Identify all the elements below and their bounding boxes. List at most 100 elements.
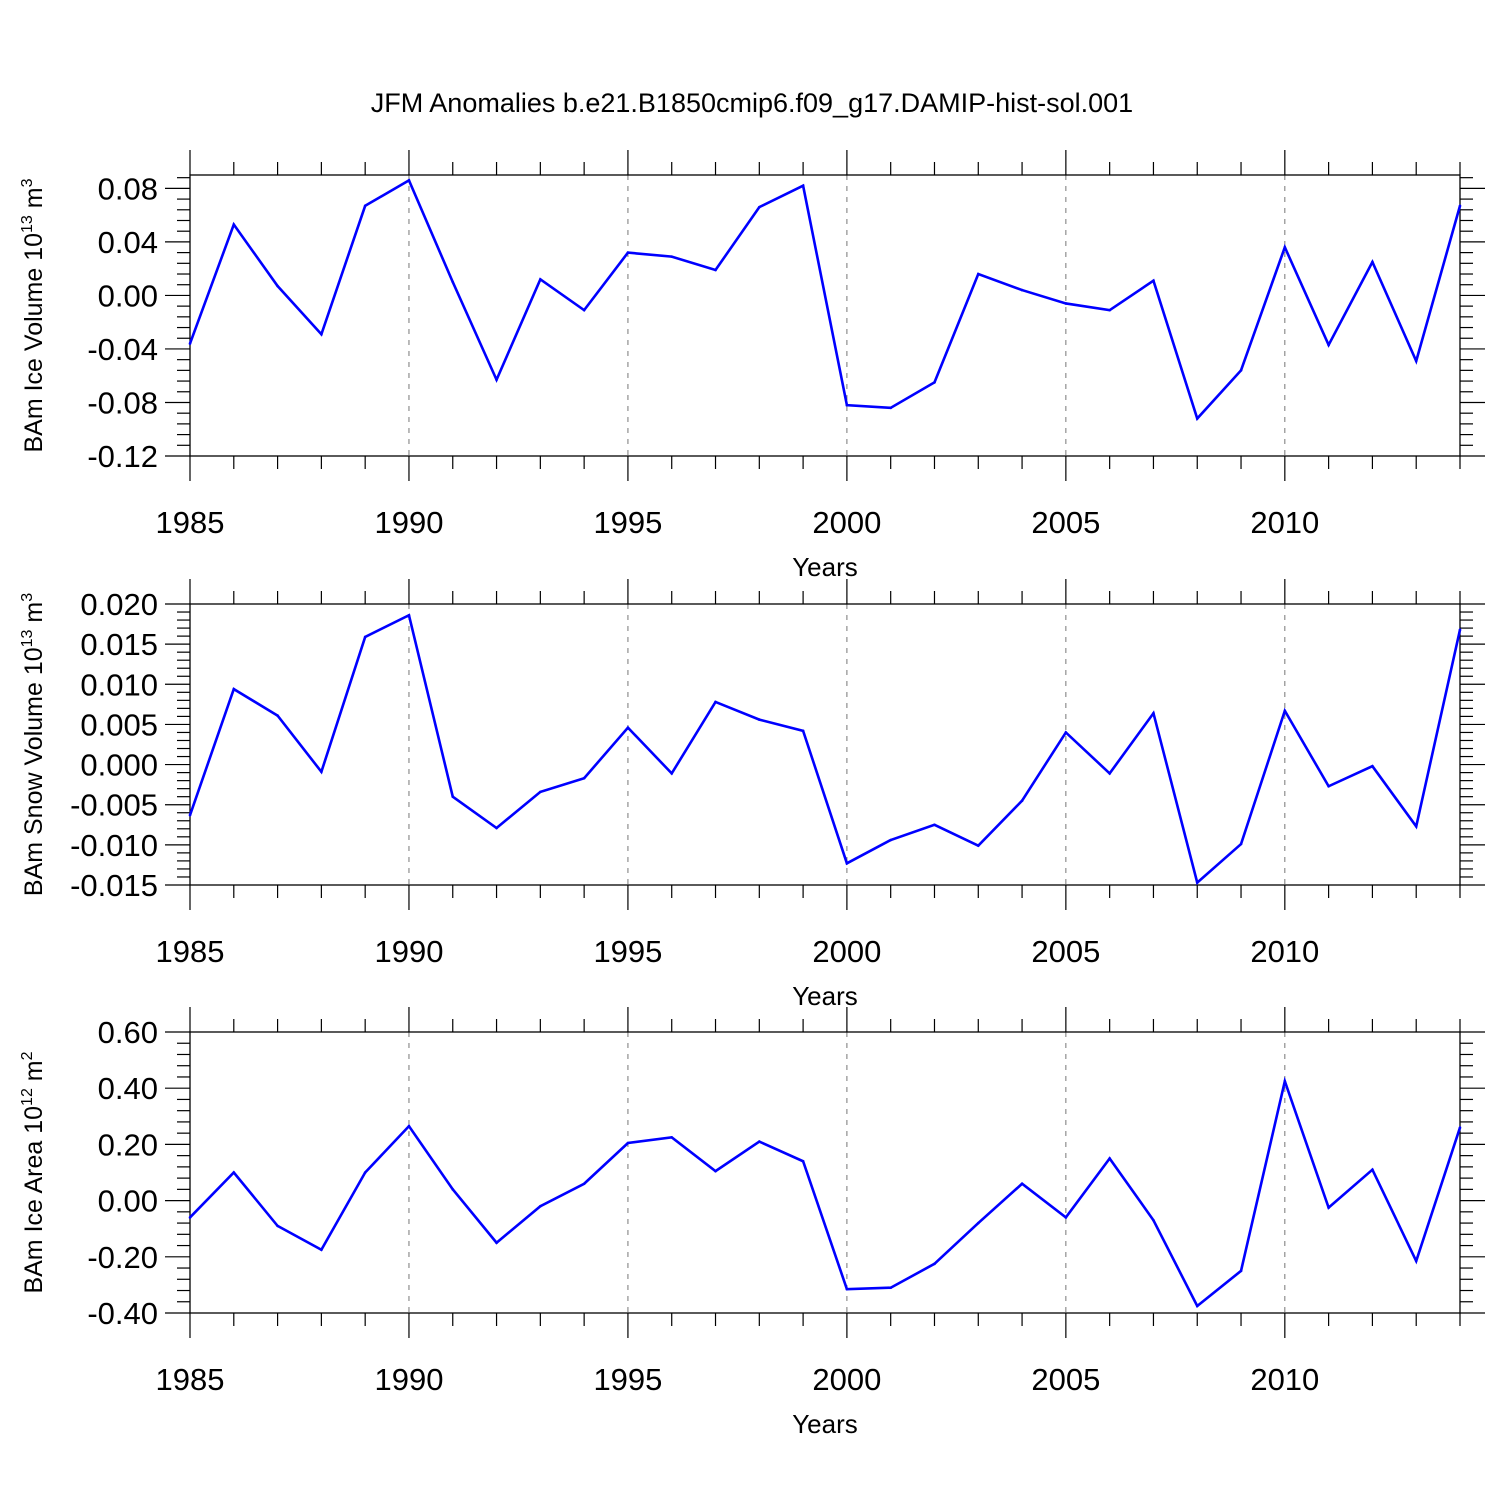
y-axis-label-exponent: 13	[19, 629, 36, 647]
y-tick-label: 0.04	[98, 225, 158, 260]
y-axis-label-main: BAm Ice Area 10	[20, 1106, 48, 1294]
data-point	[976, 1221, 980, 1225]
x-tick-label: 2005	[1031, 934, 1100, 969]
data-point	[976, 844, 980, 847]
y-tick-label: 0.010	[80, 667, 158, 702]
data-point	[714, 1169, 717, 1173]
data-point	[1458, 628, 1462, 631]
y-axis-label-unit-exponent: 2	[19, 1051, 36, 1060]
data-point	[495, 378, 498, 382]
data-point	[232, 1171, 236, 1174]
data-point	[1108, 308, 1111, 312]
chart-panel-2: -0.015 -0.010 -0.005 0.000 0.005 0.010 0.015 0.…	[19, 579, 1485, 1011]
x-tick-label: 2010	[1250, 1362, 1319, 1397]
x-tick-label: 1995	[593, 505, 662, 540]
data-point	[407, 613, 411, 617]
data-point	[363, 1171, 367, 1174]
data-point	[320, 1248, 323, 1252]
data-point	[626, 251, 630, 254]
y-tick-label: -0.20	[87, 1240, 158, 1275]
y-tick-label: 0.40	[98, 1071, 158, 1106]
data-point	[1108, 772, 1111, 775]
y-tick-label: 0.005	[80, 707, 158, 742]
y-axis-label-main: BAm Snow Volume 10	[20, 647, 48, 896]
y-tick-label: 0.08	[98, 171, 158, 206]
y-tick-label: 0.000	[80, 748, 158, 783]
y-axis-label: BAm Ice Area 1012 m2	[19, 1051, 48, 1293]
data-point	[1239, 369, 1243, 372]
data-point	[407, 179, 411, 182]
y-axis-label-exponent: 13	[19, 215, 36, 233]
data-point	[1371, 260, 1374, 264]
data-point	[933, 1262, 936, 1266]
data-point	[1414, 825, 1418, 828]
x-tick-label: 2005	[1031, 1362, 1100, 1397]
data-point	[1414, 1259, 1418, 1263]
y-tick-label: -0.12	[87, 439, 158, 474]
data-point	[1195, 417, 1199, 420]
y-tick-label: 0.020	[80, 587, 158, 622]
data-point	[1064, 1216, 1068, 1219]
data-point	[188, 342, 192, 345]
data-point	[320, 770, 323, 774]
data-point	[451, 280, 455, 284]
data-point	[1020, 1182, 1024, 1186]
data-point	[582, 776, 586, 780]
data-point	[1327, 343, 1330, 347]
data-point	[758, 1140, 761, 1143]
data-point	[539, 1204, 542, 1208]
x-tick-label: 1990	[374, 934, 443, 969]
data-point	[714, 700, 717, 704]
x-tick-label: 1995	[593, 934, 662, 969]
x-axis-label: Years	[792, 1409, 858, 1439]
data-point	[188, 813, 192, 817]
x-tick-label: 2010	[1250, 934, 1319, 969]
y-axis-label-unit: m	[20, 187, 48, 215]
data-point	[933, 823, 936, 827]
y-axis-label-exponent: 12	[19, 1088, 36, 1106]
series-line	[189, 1076, 1462, 1308]
y-axis-label-unit: m	[20, 602, 48, 630]
data-point	[276, 284, 279, 288]
plot-frame	[189, 1031, 1461, 1314]
chart-panel-1: -0.12 -0.08 -0.04 0.00 0.04 0.08 1985 1990 1995 2…	[19, 150, 1485, 582]
plot-frame	[189, 174, 1461, 457]
data-point	[539, 278, 542, 281]
x-tick-label: 2005	[1031, 505, 1100, 540]
data-point	[582, 308, 586, 312]
y-tick-label: 0.00	[98, 1184, 158, 1219]
data-point	[714, 268, 717, 272]
data-point	[1152, 711, 1155, 715]
y-axis-label-unit-exponent: 3	[19, 593, 36, 602]
y-axis-label-unit-exponent: 3	[19, 178, 36, 187]
y-tick-label: -0.005	[70, 788, 158, 823]
y-tick-label: -0.010	[70, 828, 158, 863]
data-point	[188, 1216, 192, 1219]
data-point	[1152, 279, 1155, 283]
data-point	[495, 1241, 498, 1245]
data-point	[976, 272, 980, 276]
data-point	[670, 1136, 674, 1139]
data-point	[232, 687, 236, 691]
data-point	[451, 795, 455, 798]
data-point	[889, 838, 892, 842]
data-point	[320, 332, 323, 336]
data-point	[845, 403, 849, 407]
data-point	[845, 862, 849, 865]
y-tick-label: -0.40	[87, 1296, 158, 1331]
x-axis-label: Years	[792, 552, 858, 582]
y-axis-label-unit: m	[20, 1060, 48, 1088]
data-point	[1371, 764, 1374, 768]
data-point	[363, 635, 367, 639]
data-point	[889, 1286, 892, 1290]
data-point	[889, 406, 892, 410]
data-point	[1152, 1218, 1155, 1222]
y-tick-label: 0.20	[98, 1127, 158, 1162]
data-point	[1239, 1269, 1243, 1273]
data-point	[1195, 881, 1199, 884]
data-point	[276, 714, 279, 717]
x-tick-label: 1985	[156, 934, 225, 969]
y-tick-label: 0.00	[98, 278, 158, 313]
x-tick-label: 1985	[156, 1362, 225, 1397]
